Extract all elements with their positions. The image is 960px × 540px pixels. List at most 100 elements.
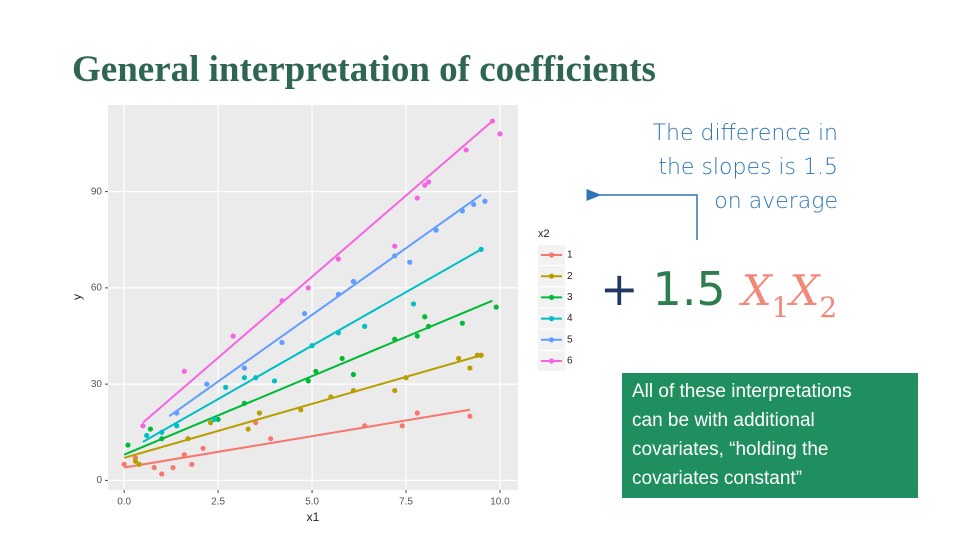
point xyxy=(174,423,180,429)
point xyxy=(241,365,248,371)
legend-label: 2 xyxy=(567,271,573,282)
x-tick-label: 10.0 xyxy=(490,497,510,508)
note-line: on average xyxy=(714,189,838,214)
x-tick-label: 7.5 xyxy=(399,497,413,508)
point xyxy=(399,423,405,429)
point xyxy=(459,320,465,326)
box-line: can be with additional xyxy=(632,410,815,431)
point xyxy=(422,314,428,320)
plot-panel xyxy=(108,105,518,490)
point xyxy=(309,343,315,349)
point xyxy=(335,256,341,262)
note: The difference in the slopes is 1.5 on a… xyxy=(653,117,838,219)
point xyxy=(125,442,131,448)
y-axis-label: y xyxy=(70,294,84,300)
point xyxy=(482,198,488,204)
point xyxy=(489,118,496,124)
legend-dot xyxy=(548,337,555,343)
point xyxy=(136,461,142,467)
point xyxy=(279,339,285,346)
legend-title: x2 xyxy=(538,228,550,240)
point xyxy=(493,304,499,310)
point xyxy=(313,368,319,374)
legend-dot xyxy=(548,252,555,258)
legend-dot xyxy=(548,273,555,279)
point xyxy=(392,336,398,342)
point xyxy=(410,301,417,307)
point xyxy=(350,278,356,285)
box-line: covariates, “holding the xyxy=(632,439,829,460)
legend-label: 4 xyxy=(567,313,573,324)
point xyxy=(335,291,341,297)
point xyxy=(223,384,229,390)
point xyxy=(241,375,248,381)
point xyxy=(463,147,469,153)
point xyxy=(271,378,278,384)
y-tick-label: 30 xyxy=(91,379,103,390)
slide-title: General interpretation of coefficients xyxy=(72,49,656,90)
point xyxy=(159,429,165,435)
x-tick-label: 0.0 xyxy=(117,497,131,508)
x-axis-label: x1 xyxy=(307,510,320,524)
fit-line xyxy=(123,408,471,469)
point xyxy=(204,381,210,387)
formula-plus: + xyxy=(600,262,639,316)
point xyxy=(181,368,187,374)
fit-line xyxy=(168,194,482,418)
formula-sub1: 1 xyxy=(771,291,790,324)
y-tick-label: 90 xyxy=(91,186,103,197)
formula-var: X1X2 xyxy=(741,266,837,324)
point xyxy=(185,436,191,442)
point xyxy=(279,298,285,304)
y-tick-label: 0 xyxy=(96,475,102,486)
formula-x1: X xyxy=(741,266,772,315)
fit-line xyxy=(123,354,482,459)
point xyxy=(339,355,345,362)
legend-label: 3 xyxy=(567,292,573,303)
point xyxy=(392,243,398,249)
point xyxy=(174,410,180,416)
point xyxy=(305,378,311,384)
point xyxy=(147,426,154,432)
point xyxy=(305,285,311,291)
x-tick-label: 2.5 xyxy=(211,497,225,508)
point xyxy=(392,387,398,394)
box-line: covariates constant” xyxy=(632,468,803,489)
point xyxy=(497,131,503,137)
fit-line xyxy=(142,120,494,424)
callout-box: All of these interpretations can be with… xyxy=(622,373,918,498)
point xyxy=(211,416,217,423)
point xyxy=(459,208,465,214)
y-tick-label: 60 xyxy=(91,283,103,294)
point xyxy=(422,182,428,188)
point xyxy=(471,201,477,208)
legend-dot xyxy=(548,294,555,300)
point xyxy=(335,330,341,336)
legend-dot xyxy=(548,316,555,322)
point xyxy=(362,323,368,329)
point xyxy=(414,410,420,416)
legend-label: 6 xyxy=(567,356,573,367)
formula-coef: 1.5 xyxy=(652,262,726,316)
point xyxy=(132,458,139,464)
point xyxy=(433,227,439,233)
x-tick-label: 5.0 xyxy=(305,497,319,508)
point xyxy=(151,464,157,471)
point xyxy=(478,246,484,252)
point xyxy=(456,355,462,362)
point xyxy=(215,416,221,423)
point xyxy=(414,195,420,201)
point xyxy=(253,375,259,381)
point xyxy=(414,333,420,339)
point xyxy=(478,352,484,358)
point xyxy=(474,352,481,358)
legend-label: 5 xyxy=(567,334,573,345)
point xyxy=(403,375,409,381)
point xyxy=(170,464,176,471)
point xyxy=(467,413,473,419)
point xyxy=(392,253,398,259)
box-line: All of these interpretations xyxy=(632,381,852,402)
point xyxy=(144,432,150,439)
point xyxy=(425,179,432,185)
